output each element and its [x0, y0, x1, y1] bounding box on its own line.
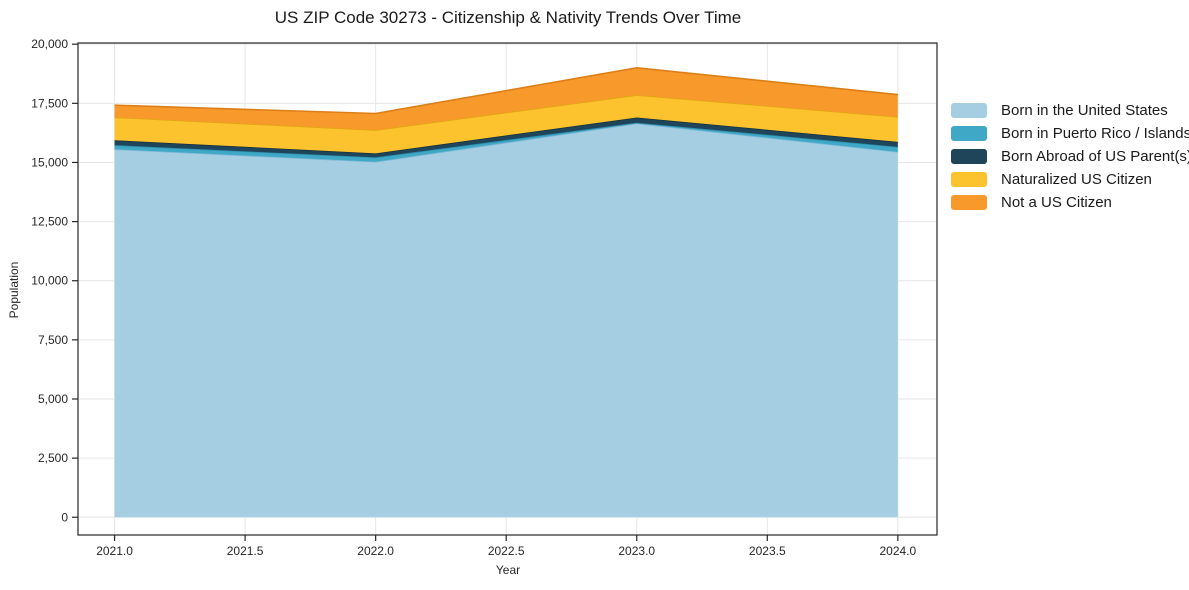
axis-ticks: 0 2,500 5,000 7,500 10,000 12,500 15,000 17,500… — [31, 37, 916, 558]
y-tick-label: 15,000 — [31, 155, 68, 169]
stacked-areas — [114, 67, 898, 518]
legend-swatch-icon — [951, 103, 987, 118]
area-series-2 — [114, 117, 898, 158]
chart-title: US ZIP Code 30273 - Citizenship & Nativi… — [274, 8, 742, 27]
legend-label: Born Abroad of US Parent(s) — [1001, 148, 1189, 165]
legend-swatch-icon — [951, 172, 987, 187]
y-tick-label: 10,000 — [31, 274, 68, 288]
legend-label: Born in Puerto Rico / Islands — [1001, 125, 1189, 142]
x-tick-label: 2021.5 — [227, 544, 264, 558]
legend-label: Born in the United States — [1001, 102, 1168, 119]
area-series-4 — [114, 67, 898, 131]
x-tick-label: 2023.5 — [749, 544, 786, 558]
x-tick-label: 2022.0 — [357, 544, 394, 558]
y-tick-label: 2,500 — [38, 451, 68, 465]
y-tick-label: 20,000 — [31, 37, 68, 51]
legend-swatch-icon — [951, 195, 987, 210]
y-axis-label: Population — [7, 261, 21, 319]
legend-swatch-icon — [951, 149, 987, 164]
x-axis-label: Year — [495, 563, 521, 577]
y-tick-label: 5,000 — [38, 392, 68, 406]
legend: Born in the United States Born in Puerto… — [951, 102, 1189, 211]
area-edge-4 — [114, 67, 898, 115]
plot-border — [77, 42, 938, 536]
y-tick-label: 7,500 — [38, 333, 68, 347]
area-series-0 — [114, 123, 898, 518]
legend-label: Not a US Citizen — [1001, 194, 1112, 211]
area-series-1 — [114, 122, 898, 162]
legend-item: Born in Puerto Rico / Islands — [951, 125, 1189, 142]
y-tick-label: 17,500 — [31, 96, 68, 110]
legend-item: Naturalized US Citizen — [951, 171, 1189, 188]
y-tick-label: 12,500 — [31, 215, 68, 229]
legend-swatch-icon — [951, 126, 987, 141]
area-series-3 — [114, 95, 898, 154]
area-edge-3 — [114, 94, 898, 131]
legend-item: Born Abroad of US Parent(s) — [951, 148, 1189, 165]
x-tick-label: 2024.0 — [879, 544, 916, 558]
legend-label: Naturalized US Citizen — [1001, 171, 1152, 188]
legend-item: Not a US Citizen — [951, 194, 1189, 211]
y-tick-label: 0 — [61, 510, 68, 524]
legend-item: Born in the United States — [951, 102, 1189, 119]
x-tick-label: 2021.0 — [96, 544, 133, 558]
x-tick-label: 2023.0 — [618, 544, 655, 558]
x-tick-label: 2022.5 — [488, 544, 525, 558]
